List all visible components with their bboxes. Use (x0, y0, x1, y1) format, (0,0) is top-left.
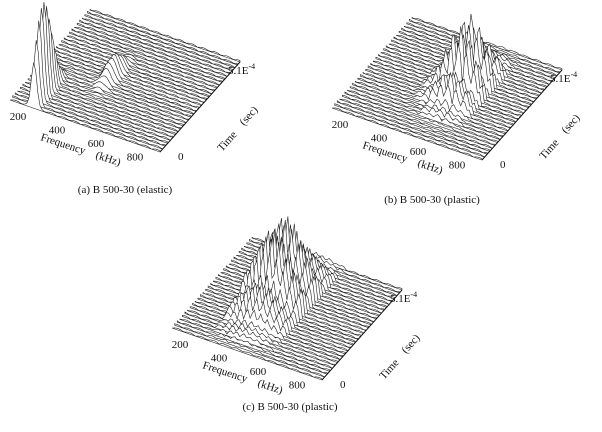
axis-label: Time (215, 129, 239, 154)
trace (19, 2, 171, 141)
trace (43, 61, 194, 115)
trace (22, 6, 174, 138)
axis-unit: (sec) (399, 332, 422, 356)
tick-label: 0 (340, 379, 346, 391)
caption: (b) B 500-30 (plastic) (384, 194, 480, 206)
trace (341, 94, 493, 149)
trace (176, 320, 328, 375)
x-tick-label: 800 (127, 152, 144, 164)
tick-label: 0 (500, 159, 506, 171)
axis-unit: (kHz) (256, 377, 284, 396)
tick-label: 0 (178, 151, 184, 163)
trace (66, 35, 218, 89)
x-tick-label: 200 (332, 119, 349, 131)
trace (76, 23, 228, 77)
trace (56, 46, 207, 101)
exponent: -4 (570, 70, 577, 79)
trace (17, 7, 168, 144)
x-tick-label: 200 (172, 339, 189, 351)
trace (336, 100, 488, 155)
exponent: -4 (410, 290, 417, 299)
axis-label: Time (537, 137, 561, 162)
trace (71, 28, 223, 83)
trace (174, 323, 325, 378)
axis (481, 69, 563, 161)
exponent: -4 (248, 62, 255, 71)
axis-label: Time (377, 357, 401, 382)
tick-label: 5.1E-4 (228, 62, 255, 77)
trace (27, 33, 179, 133)
trace (74, 26, 225, 80)
trace (79, 19, 230, 75)
axis (159, 61, 241, 153)
caption: (a) B 500-30 (elastic) (78, 184, 173, 196)
tick-label: 5.1E-4 (390, 290, 417, 305)
x-tick-label: 200 (10, 111, 27, 123)
trace (12, 40, 163, 150)
trace (40, 63, 192, 118)
trace (61, 40, 212, 95)
trace (82, 17, 233, 72)
x-tick-label: 800 (449, 160, 466, 172)
trace (9, 62, 161, 153)
trace (50, 52, 202, 106)
axis-unit: (kHz) (416, 157, 444, 176)
x-tick-label: 800 (289, 380, 306, 392)
x-tick-label: 400 (211, 353, 228, 365)
trace (35, 65, 187, 124)
trace (87, 10, 238, 66)
x-tick-label: 400 (371, 133, 388, 145)
x-tick-label: 600 (410, 146, 427, 158)
trace (347, 89, 498, 144)
trace (171, 327, 323, 381)
axis-unit: (kHz) (94, 149, 122, 168)
trace (69, 31, 220, 86)
x-tick-label: 400 (49, 125, 66, 137)
trace (25, 18, 176, 136)
axis-unit: (sec) (559, 112, 582, 136)
x-tick-label: 600 (250, 366, 267, 378)
mantissa: 5.1E (390, 293, 411, 305)
trace (58, 44, 210, 98)
trace (14, 20, 166, 147)
trace (339, 98, 490, 152)
trace (45, 57, 197, 112)
caption: (c) B 500-30 (plastic) (243, 401, 338, 413)
trace (38, 66, 189, 121)
mantissa: 5.1E (228, 65, 249, 77)
trace (334, 103, 485, 158)
trace (30, 47, 181, 130)
trace (48, 54, 199, 109)
tick-label: 5.1E-4 (550, 70, 577, 85)
axis-unit: (sec) (237, 104, 260, 128)
axis (321, 289, 403, 381)
trace (331, 107, 483, 161)
trace (344, 91, 496, 146)
trace (53, 48, 205, 104)
trace (89, 8, 241, 63)
x-tick-label: 600 (88, 138, 105, 150)
trace (84, 14, 236, 69)
trace (411, 16, 563, 71)
mantissa: 5.1E (550, 73, 571, 85)
trace (63, 37, 215, 92)
